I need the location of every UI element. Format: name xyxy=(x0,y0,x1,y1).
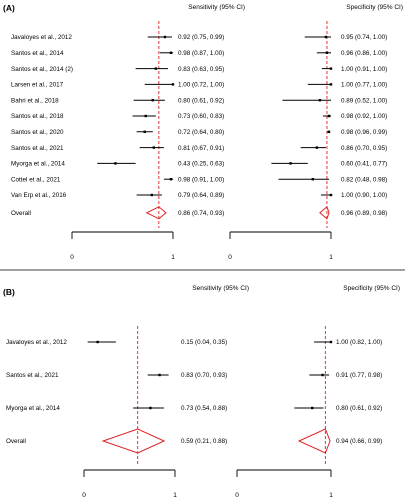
sensitivity-estimate-label: 0.73 (0.54, 0.88) xyxy=(181,405,227,412)
specificity-estimate-label: 0.91 (0.77, 0.98) xyxy=(336,372,382,379)
specificity-estimate-label: 0.60 (0.41, 0.77) xyxy=(341,161,387,168)
study-label: Santos et al., 2020 xyxy=(11,129,64,136)
specificity-point-estimate xyxy=(329,193,333,197)
study-label: Cottel et al., 2021 xyxy=(11,176,61,183)
sensitivity-point-estimate xyxy=(143,130,146,133)
sensitivity-x-tick-label: 0 xyxy=(70,254,74,261)
sensitivity-x-tick-label: 1 xyxy=(173,492,177,499)
sensitivity-estimate-label: 0.80 (0.61, 0.92) xyxy=(178,97,224,104)
specificity-estimate-label: 0.98 (0.92, 1.00) xyxy=(341,113,387,120)
specificity-x-tick-label: 0 xyxy=(228,254,232,261)
sensitivity-estimate-label: 0.98 (0.87, 1.00) xyxy=(178,50,224,57)
specificity-estimate-label: 0.80 (0.61, 0.92) xyxy=(336,405,382,412)
specificity-column-header: Specificity (95% CI) xyxy=(343,285,400,292)
specificity-estimate-label: 0.82 (0.48, 0.98) xyxy=(341,176,387,183)
panel-label: (A) xyxy=(3,3,15,13)
sensitivity-point-estimate xyxy=(151,99,154,102)
specificity-estimate-label: 0.96 (0.86, 1.00) xyxy=(341,50,387,57)
sensitivity-estimate-label: 0.72 (0.64, 0.80) xyxy=(178,129,224,136)
sensitivity-point-estimate xyxy=(96,340,99,344)
specificity-point-estimate xyxy=(329,67,333,70)
specificity-estimate-label: 0.98 (0.96, 0.99) xyxy=(341,129,387,136)
specificity-x-tick-label: 0 xyxy=(235,492,239,499)
overall-label: Overall xyxy=(6,438,26,445)
specificity-x-tick-label: 1 xyxy=(329,492,333,499)
specificity-estimate-label: 1.00 (0.82, 1.00) xyxy=(336,339,382,346)
study-label: Larsen et al., 2017 xyxy=(11,82,64,89)
study-label: Javaloyes et al., 2012 xyxy=(6,339,67,346)
study-label: Myorga et al., 2014 xyxy=(11,161,65,168)
study-label: Bahri et al., 2018 xyxy=(11,97,59,104)
specificity-point-estimate xyxy=(289,162,292,165)
specificity-x-tick-label: 1 xyxy=(329,254,333,261)
sensitivity-x-tick-label: 1 xyxy=(171,254,175,261)
sensitivity-point-estimate xyxy=(158,373,161,377)
sensitivity-overall-estimate-label: 0.86 (0.74, 0.93) xyxy=(178,210,224,217)
study-label: Santos et al., 2021 xyxy=(11,145,64,152)
specificity-point-estimate xyxy=(329,340,333,344)
sensitivity-estimate-label: 0.92 (0.75, 0.99) xyxy=(178,34,224,41)
sensitivity-column-header: Sensitivity (95% CI) xyxy=(188,4,245,11)
specificity-estimate-label: 1.00 (0.90, 1.00) xyxy=(341,192,387,199)
overall-label: Overall xyxy=(11,210,31,217)
specificity-estimate-label: 0.89 (0.52, 1.00) xyxy=(341,97,387,104)
specificity-overall-estimate-label: 0.94 (0.66, 0.99) xyxy=(336,438,382,445)
sensitivity-point-estimate xyxy=(169,51,173,54)
sensitivity-estimate-label: 1.00 (0.72, 1.00) xyxy=(178,82,224,89)
sensitivity-point-estimate xyxy=(152,146,156,149)
sensitivity-point-estimate xyxy=(149,406,152,410)
study-label: Santos et al., 2014 (2) xyxy=(11,66,73,73)
sensitivity-point-estimate xyxy=(171,83,175,86)
specificity-point-estimate xyxy=(327,130,331,133)
specificity-summary-diamond xyxy=(297,428,331,454)
specificity-point-estimate xyxy=(324,35,328,39)
sensitivity-point-estimate xyxy=(169,178,173,181)
specificity-point-estimate xyxy=(325,51,329,54)
sensitivity-summary-diamond xyxy=(101,428,166,454)
specificity-overall-estimate-label: 0.96 (0.89, 0.98) xyxy=(341,210,387,217)
sensitivity-estimate-label: 0.98 (0.91, 1.00) xyxy=(178,176,224,183)
study-label: Santos et al., 2018 xyxy=(11,113,64,120)
sensitivity-point-estimate xyxy=(163,35,167,39)
specificity-column-header: Specificity (95% CI) xyxy=(346,4,403,11)
specificity-point-estimate xyxy=(321,373,324,377)
specificity-estimate-label: 1.00 (0.77, 1.00) xyxy=(341,82,387,89)
sensitivity-estimate-label: 0.15 (0.04, 0.35) xyxy=(181,339,227,346)
sensitivity-estimate-label: 0.43 (0.25, 0.63) xyxy=(178,161,224,168)
sensitivity-estimate-label: 0.81 (0.67, 0.91) xyxy=(178,145,224,152)
specificity-point-estimate xyxy=(311,178,315,181)
forest-panel-1: (A) Sensitivity (95% CI) 0.92 (0.75, 0.99)… xyxy=(3,3,403,261)
specificity-point-estimate xyxy=(329,83,333,86)
specificity-estimate-label: 0.86 (0.70, 0.95) xyxy=(341,145,387,152)
specificity-estimate-label: 0.95 (0.74, 1.00) xyxy=(341,34,387,41)
sensitivity-point-estimate xyxy=(154,67,158,70)
sensitivity-column-header: Sensitivity (95% CI) xyxy=(192,285,249,292)
specificity-point-estimate xyxy=(315,146,319,149)
sensitivity-estimate-label: 0.83 (0.70, 0.93) xyxy=(181,372,227,379)
sensitivity-point-estimate xyxy=(114,162,117,165)
sensitivity-overall-estimate-label: 0.59 (0.21, 0.88) xyxy=(181,438,227,445)
panel-label: (B) xyxy=(3,287,15,297)
study-label: Javaloyes et al., 2012 xyxy=(11,34,72,41)
specificity-point-estimate xyxy=(327,114,331,118)
sensitivity-estimate-label: 0.79 (0.64, 0.89) xyxy=(178,192,224,199)
sensitivity-summary-diamond xyxy=(145,206,167,220)
sensitivity-point-estimate xyxy=(144,114,147,118)
specificity-summary-diamond xyxy=(319,205,330,220)
sensitivity-estimate-label: 0.73 (0.60, 0.83) xyxy=(178,113,224,120)
specificity-point-estimate xyxy=(311,406,314,410)
sensitivity-point-estimate xyxy=(150,193,153,197)
specificity-point-estimate xyxy=(318,99,322,102)
study-label: Santos et al., 2014 xyxy=(11,50,64,57)
study-label: Santos et al., 2021 xyxy=(6,372,59,379)
specificity-estimate-label: 1.00 (0.91, 1.00) xyxy=(341,66,387,73)
study-label: Van Erp et al., 2016 xyxy=(11,192,67,199)
forest-panel-2: (B) Sensitivity (95% CI) 0.15 (0.04, 0.35)… xyxy=(3,285,400,499)
sensitivity-estimate-label: 0.83 (0.63, 0.95) xyxy=(178,66,224,73)
study-label: Myorga et al., 2014 xyxy=(6,405,60,412)
sensitivity-x-tick-label: 0 xyxy=(82,492,86,499)
